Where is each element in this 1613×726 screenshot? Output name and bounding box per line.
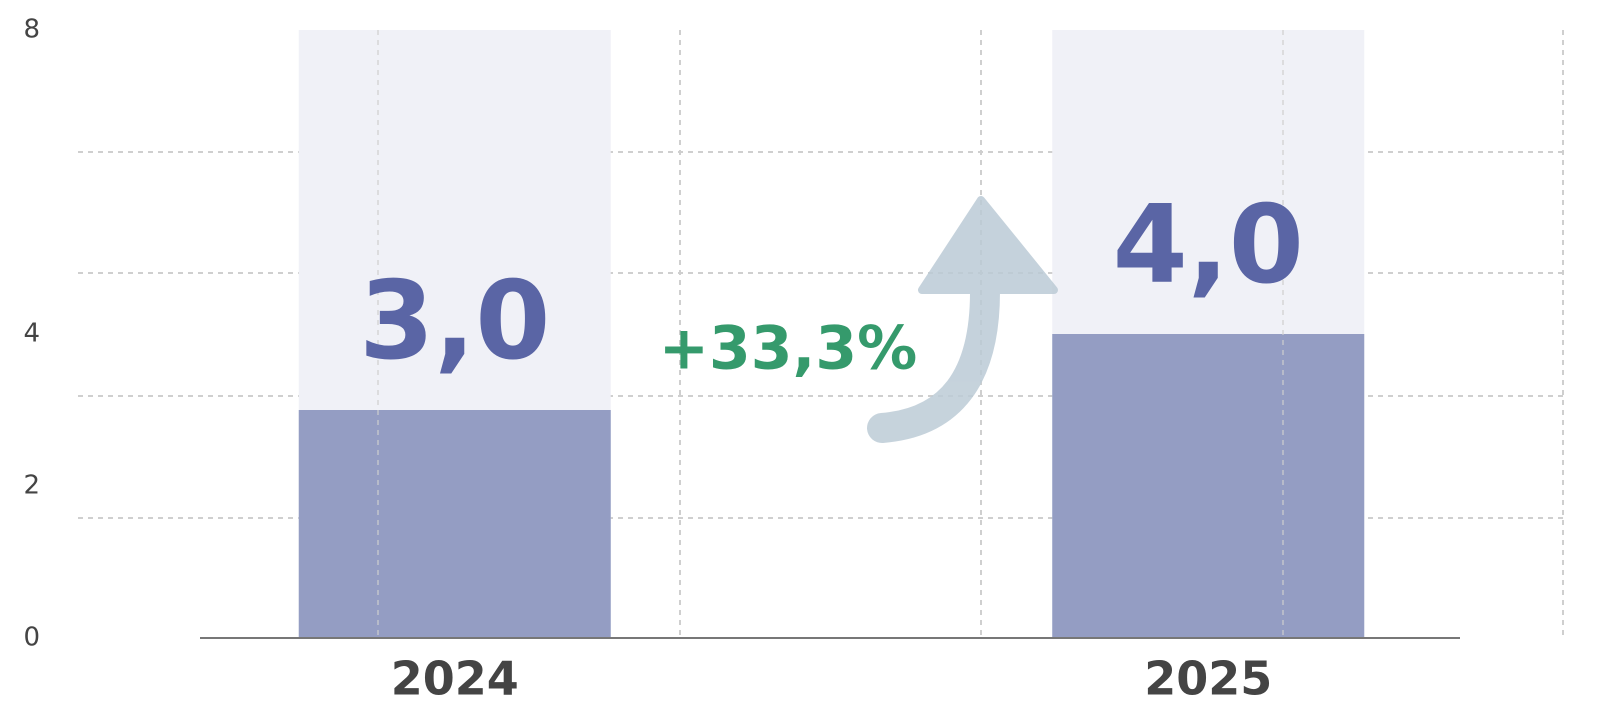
y-tick-label: 2 [23, 471, 40, 501]
overlay-grid [377, 30, 1284, 640]
bar [298, 410, 611, 638]
value-label: 4,0 [1113, 183, 1304, 308]
bars [298, 334, 1365, 638]
x-tick-label: 2025 [1144, 652, 1272, 706]
bar [1052, 334, 1365, 638]
y-tick-label: 0 [23, 623, 40, 653]
y-tick-label: 4 [23, 319, 40, 349]
value-label: 3,0 [359, 259, 550, 384]
change-annotation: +33,3% [659, 314, 917, 384]
x-tick-label: 2024 [391, 652, 519, 706]
y-tick-label: 8 [23, 15, 40, 45]
growth-arrow [867, 196, 1058, 443]
